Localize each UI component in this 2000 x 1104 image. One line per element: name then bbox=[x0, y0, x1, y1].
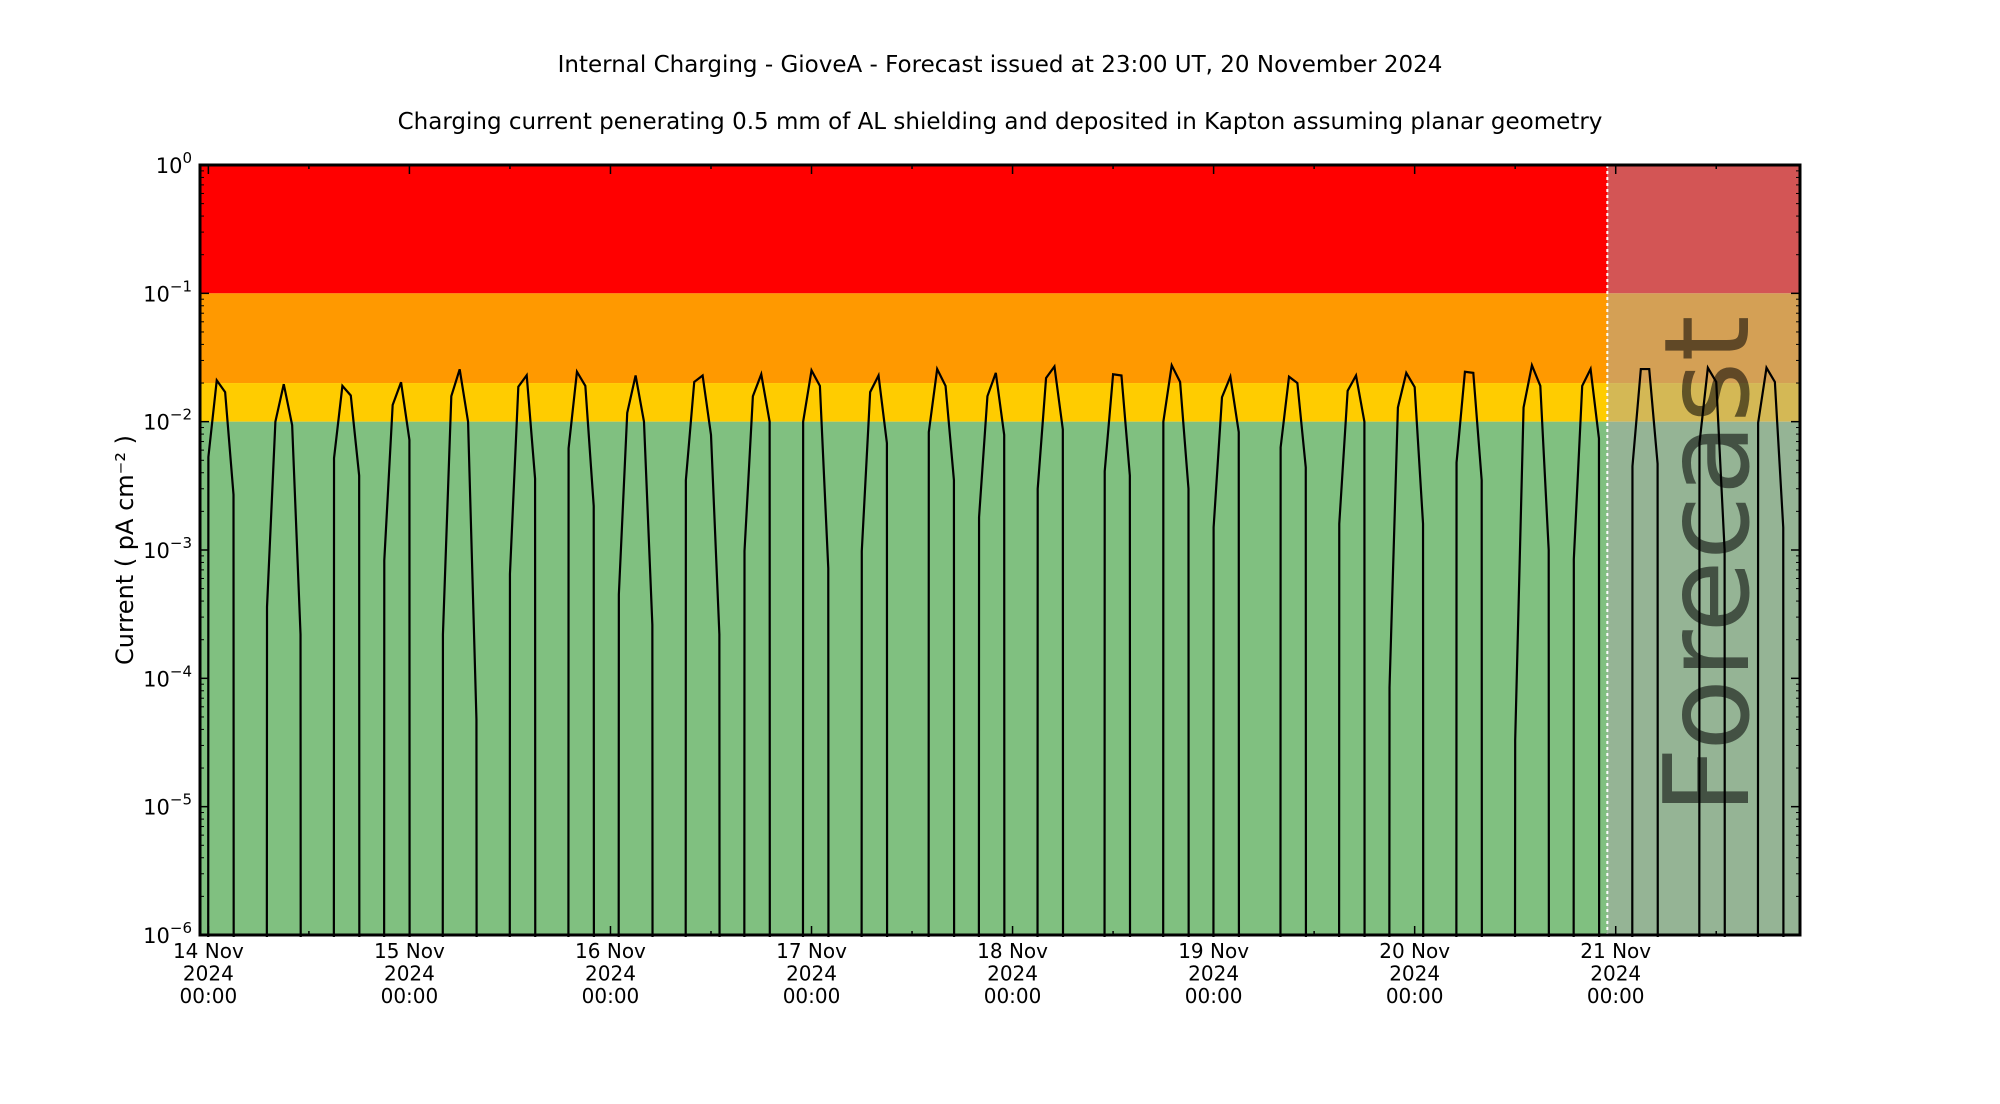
y-tick-exponent: 0 bbox=[182, 149, 192, 167]
current-series bbox=[207, 361, 1785, 938]
series-spike bbox=[1631, 367, 1659, 938]
x-tick-label: 00:00 bbox=[381, 984, 439, 1008]
y-axis-label: Current ( pA cm⁻² ) bbox=[111, 435, 139, 665]
series-spike bbox=[508, 372, 537, 938]
x-tick-label: 17 Nov bbox=[776, 939, 847, 963]
x-tick-label: 2024 bbox=[183, 962, 234, 986]
series-spike bbox=[860, 371, 889, 938]
band-red bbox=[200, 165, 1608, 294]
x-tick-label: 2024 bbox=[1389, 962, 1440, 986]
y-tick-base: 10 bbox=[143, 796, 170, 820]
y-tick-label: 10−2 bbox=[143, 406, 192, 435]
y-tick-base: 10 bbox=[143, 667, 170, 691]
x-tick-label: 2024 bbox=[1188, 962, 1239, 986]
risk-bands bbox=[200, 165, 1800, 936]
y-tick-label: 10−3 bbox=[143, 534, 192, 563]
x-tick-label: 16 Nov bbox=[575, 939, 646, 963]
series-spike bbox=[1036, 363, 1065, 938]
y-tick-label: 10−6 bbox=[143, 919, 192, 948]
chart-title: Internal Charging - GioveA - Forecast is… bbox=[558, 52, 1443, 78]
x-tick-label: 00:00 bbox=[783, 984, 841, 1008]
series-spike bbox=[383, 381, 411, 938]
x-tick-label: 00:00 bbox=[1386, 984, 1444, 1008]
y-tick-exponent: −3 bbox=[170, 534, 192, 552]
series-spike bbox=[1756, 364, 1785, 938]
y-tick-exponent: −2 bbox=[170, 406, 192, 424]
series-spike bbox=[1572, 365, 1601, 938]
series-spike bbox=[977, 372, 1006, 938]
series-spike bbox=[441, 368, 478, 938]
x-tick-label: 19 Nov bbox=[1178, 939, 1249, 963]
plot-frame bbox=[198, 163, 1802, 937]
x-tick-label: 2024 bbox=[786, 962, 837, 986]
x-tick-label: 00:00 bbox=[180, 984, 238, 1008]
y-tick-base: 10 bbox=[156, 154, 183, 178]
y-tick-exponent: −5 bbox=[170, 791, 192, 809]
y-tick-label: 10−5 bbox=[143, 791, 192, 820]
band-green bbox=[200, 421, 1608, 936]
series-spike bbox=[265, 383, 302, 938]
y-tick-exponent: −6 bbox=[170, 919, 192, 937]
series-spike bbox=[1279, 374, 1308, 938]
series-spike bbox=[1212, 372, 1241, 938]
forecast-band-red bbox=[1607, 165, 1800, 294]
series-spike bbox=[1162, 361, 1190, 938]
series-spike bbox=[1698, 364, 1726, 938]
series-spike bbox=[684, 373, 721, 938]
series-spike bbox=[743, 370, 771, 938]
x-tick-label: 00:00 bbox=[1185, 984, 1243, 1008]
series-spike bbox=[207, 377, 235, 938]
band-yellow bbox=[200, 383, 1608, 422]
y-tick-base: 10 bbox=[143, 924, 170, 948]
series-spike bbox=[1103, 373, 1132, 938]
series-spike bbox=[927, 365, 956, 938]
chart-subtitle: Charging current penerating 0.5 mm of AL… bbox=[398, 109, 1603, 135]
y-tick-label: 10−4 bbox=[143, 662, 192, 691]
series-spike bbox=[332, 383, 361, 938]
y-tick-label: 10−1 bbox=[143, 277, 192, 306]
y-tick-exponent: −4 bbox=[170, 662, 192, 680]
y-tick-label: 100 bbox=[156, 149, 192, 178]
series-spike bbox=[1513, 361, 1550, 938]
y-tick-base: 10 bbox=[143, 282, 170, 306]
y-tick-base: 10 bbox=[143, 411, 170, 435]
series-spike bbox=[1388, 369, 1425, 938]
x-tick-label: 2024 bbox=[384, 962, 435, 986]
x-tick-label: 00:00 bbox=[984, 984, 1042, 1008]
series-spike bbox=[801, 367, 830, 938]
series-spike bbox=[1455, 370, 1483, 938]
y-tick-base: 10 bbox=[143, 539, 170, 563]
forecast-band-green bbox=[1607, 421, 1800, 936]
series-spike bbox=[567, 368, 595, 938]
x-tick-label: 2024 bbox=[1590, 962, 1641, 986]
x-tick-label: 14 Nov bbox=[173, 939, 244, 963]
x-tick-label: 20 Nov bbox=[1379, 939, 1450, 963]
forecast-label: Forecast bbox=[1638, 315, 1776, 814]
x-tick-label: 2024 bbox=[585, 962, 636, 986]
x-tick-label: 2024 bbox=[987, 962, 1038, 986]
series-spike bbox=[617, 375, 654, 938]
series-spike bbox=[1337, 372, 1366, 938]
x-tick-label: 00:00 bbox=[582, 984, 640, 1008]
band-orange bbox=[200, 293, 1608, 384]
x-tick-label: 21 Nov bbox=[1580, 939, 1651, 963]
y-tick-exponent: −1 bbox=[170, 277, 192, 295]
x-tick-label: 15 Nov bbox=[374, 939, 445, 963]
x-tick-label: 00:00 bbox=[1587, 984, 1645, 1008]
x-tick-label: 18 Nov bbox=[977, 939, 1048, 963]
